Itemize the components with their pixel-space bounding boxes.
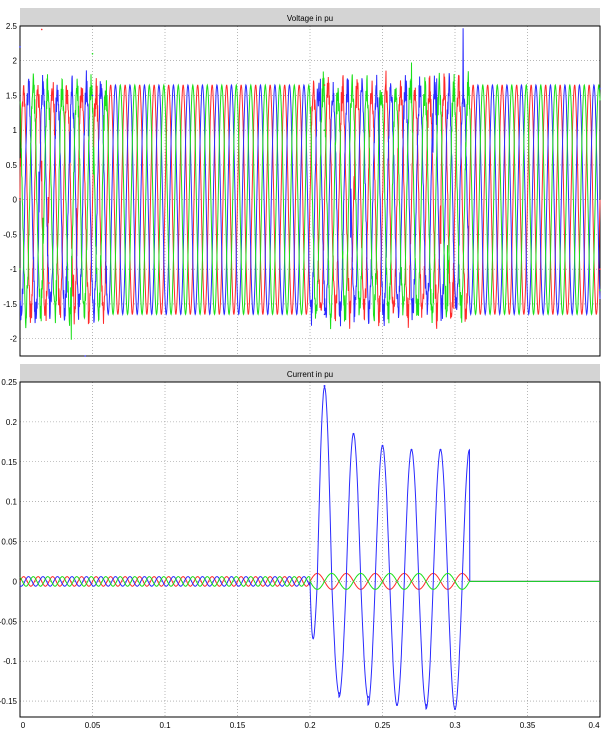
voltage-point — [323, 84, 326, 86]
current-series-green — [19, 572, 600, 590]
current-x-tick-label: 0.15 — [230, 721, 246, 730]
voltage-point — [19, 198, 21, 201]
voltage-plot-title: Voltage in pu — [287, 14, 333, 23]
current-y-tick-label: 0.2 — [6, 418, 18, 427]
current-tick-labels: -0.15 -0.1 -0.05 0 0.05 0.1 0.15 0.2 0.2… — [0, 378, 600, 730]
voltage-point — [599, 289, 601, 291]
current-axes-frame — [19, 381, 601, 718]
voltage-point — [48, 282, 50, 284]
voltage-y-tick-label: -0.5 — [3, 230, 17, 239]
voltage-series-green — [19, 62, 601, 340]
current-gridlines — [19, 381, 601, 718]
current-peak-point — [352, 432, 355, 435]
voltage-y-tick-label: -1.5 — [3, 300, 17, 309]
voltage-y-tick-label: 1.5 — [6, 91, 18, 100]
current-peak-point — [396, 704, 398, 707]
current-peak-point — [410, 448, 413, 451]
voltage-point — [599, 87, 601, 90]
voltage-y-tick-label: 2 — [13, 57, 18, 66]
voltage-point — [91, 52, 94, 55]
current-x-tick-label: 0.2 — [304, 721, 316, 730]
voltage-point — [323, 129, 326, 132]
voltage-point — [19, 268, 21, 270]
current-series — [19, 384, 600, 711]
current-peak-point — [338, 692, 340, 695]
voltage-point — [40, 28, 43, 31]
current-title-band — [20, 364, 600, 382]
current-y-tick-label: 0 — [13, 577, 18, 586]
voltage-y-tick-label: -1 — [10, 265, 18, 274]
voltage-tick-labels: -2 -1.5 -1 -0.5 0 0.5 1 1.5 2 2.5 — [3, 22, 17, 344]
current-x-tick-label: 0.3 — [449, 721, 461, 730]
current-y-tick-label: 0.1 — [6, 498, 18, 507]
current-x-tick-label: 0.25 — [375, 721, 391, 730]
voltage-title-band — [20, 8, 600, 26]
current-y-tick-label: -0.15 — [0, 697, 18, 706]
voltage-y-tick-label: -2 — [10, 335, 18, 344]
current-axes — [20, 382, 600, 717]
current-plot-title: Current in pu — [287, 370, 333, 379]
current-peak-point — [323, 384, 326, 387]
current-peak-point — [425, 704, 427, 707]
current-y-tick-label: 0.25 — [1, 378, 17, 387]
current-y-tick-label: 0.05 — [1, 538, 17, 547]
voltage-point — [323, 313, 326, 316]
voltage-series-red — [19, 70, 601, 329]
current-x-tick-label: 0.35 — [520, 721, 536, 730]
current-plot: Current in pu -0.15 -0.1 -0.05 0 0.05 0.… — [0, 364, 601, 730]
voltage-point — [19, 46, 21, 48]
voltage-series — [19, 28, 601, 357]
voltage-point — [599, 268, 601, 270]
current-y-tick-label: -0.05 — [0, 617, 18, 626]
current-x-tick-label: 0.1 — [159, 721, 171, 730]
current-y-tick-label: -0.1 — [3, 657, 17, 666]
current-x-tick-label: 0.4 — [588, 721, 600, 730]
voltage-point — [91, 94, 94, 97]
current-peak-point — [454, 708, 456, 711]
current-y-tick-label: 0.15 — [1, 458, 17, 467]
current-peak-point — [381, 444, 384, 447]
current-x-tick-label: 0.05 — [85, 721, 101, 730]
voltage-y-tick-label: 2.5 — [6, 22, 18, 31]
voltage-y-tick-label: 0 — [13, 196, 18, 205]
voltage-y-tick-label: 1 — [13, 126, 18, 135]
current-x-tick-label: 0 — [21, 721, 26, 730]
current-peak-point — [439, 448, 442, 451]
voltage-series-blue — [19, 28, 601, 327]
voltage-plot: Voltage in pu -2 -1.5 -1 -0.5 0 0.5 1 1.… — [3, 8, 601, 357]
voltage-y-tick-label: 0.5 — [6, 161, 18, 170]
current-peak-point — [367, 696, 369, 699]
voltage-point — [84, 355, 87, 357]
